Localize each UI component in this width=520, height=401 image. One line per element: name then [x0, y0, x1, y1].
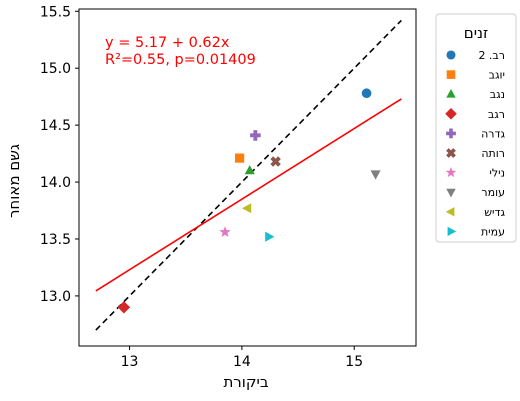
data-point-8 — [370, 170, 381, 180]
legend-marker-9 — [445, 207, 455, 217]
x-tick-label: 13 — [121, 354, 139, 370]
annotation-stats: R²=0.55, p=0.01409 — [105, 52, 256, 68]
x-axis-label: ביקורת — [223, 373, 268, 391]
legend-label: נילי — [489, 167, 505, 180]
data-point-5 — [250, 130, 261, 141]
data-point-3 — [244, 165, 255, 175]
identity-line — [95, 19, 402, 331]
legend-label: רגב — [488, 108, 505, 121]
data-point-9 — [242, 203, 252, 214]
legend-marker-6 — [446, 148, 456, 158]
axes: 13 14 15 13.0 13.5 14.0 14.5 15.0 15.5 — [40, 4, 417, 370]
x-tick-label: 14 — [233, 354, 251, 370]
y-tick-label: 13.5 — [40, 232, 71, 248]
legend-label: גדרה — [481, 127, 505, 140]
y-tick-label: 14.5 — [40, 118, 71, 134]
legend-marker-10 — [447, 226, 457, 237]
data-point-1 — [361, 88, 372, 99]
axes-frame — [78, 8, 417, 347]
legend: זנים רב. 2 יוגב נגב רגב גדרה רותה נילי עומר גדיש… — [435, 13, 517, 243]
plot-area — [95, 19, 402, 331]
legend-title: זנים — [464, 24, 489, 42]
y-tick-label: 14.0 — [40, 175, 71, 191]
data-point-7 — [219, 226, 231, 237]
legend-frame — [435, 13, 517, 243]
legend-marker-4 — [445, 108, 457, 120]
legend-label: גדיש — [484, 206, 505, 219]
data-point-4 — [117, 301, 131, 314]
legend-marker-2 — [446, 70, 456, 79]
x-tick-label: 15 — [345, 354, 363, 370]
y-axis-label: גשם מאוחר — [5, 144, 23, 218]
legend-marker-5 — [446, 128, 456, 139]
legend-label: עומר — [481, 186, 505, 199]
legend-marker-7 — [445, 167, 457, 178]
legend-marker-1 — [446, 50, 456, 60]
legend-label: רותה — [481, 147, 505, 160]
data-point-6 — [270, 156, 281, 167]
legend-marker-3 — [446, 89, 456, 98]
data-point-2 — [235, 153, 245, 163]
y-tick-label: 15.5 — [40, 4, 71, 20]
legend-marker-8 — [446, 188, 456, 198]
data-point-10 — [265, 231, 275, 242]
y-tick-label: 13.0 — [40, 289, 71, 305]
legend-label: נגב — [490, 88, 505, 101]
legend-label: עמית — [481, 225, 505, 238]
legend-label: רב. 2 — [478, 49, 505, 62]
annotation-equation: y = 5.17 + 0.62x — [105, 35, 230, 51]
regression-line — [95, 98, 402, 292]
legend-label: יוגב — [489, 69, 505, 82]
y-tick-label: 15.0 — [40, 61, 71, 77]
